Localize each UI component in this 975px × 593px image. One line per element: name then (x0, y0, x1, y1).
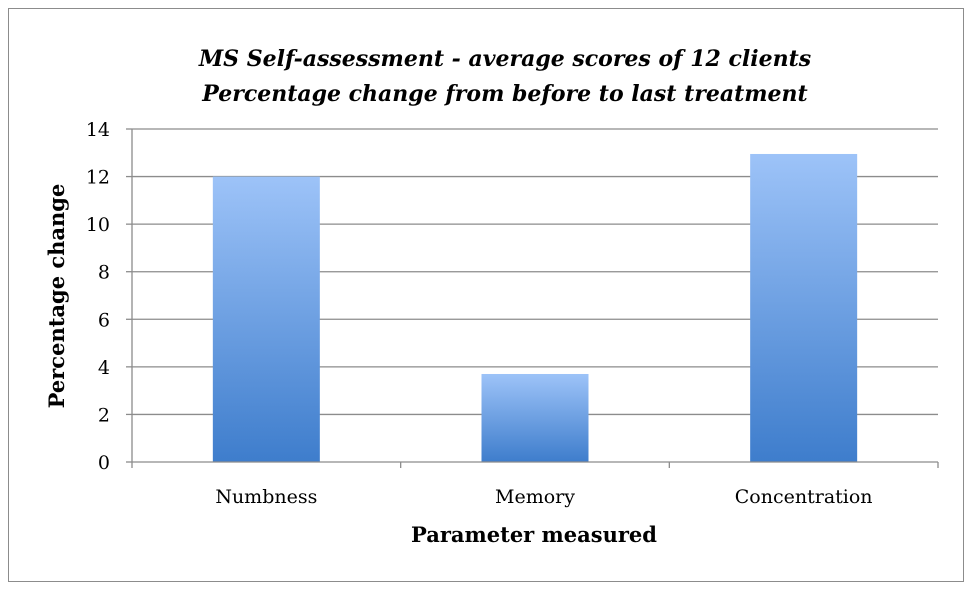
bars (212, 153, 858, 463)
y-tick-label: 8 (98, 262, 110, 284)
chart-title: MS Self-assessment - average scores of 1… (198, 46, 811, 72)
x-tick-label: Memory (495, 486, 575, 508)
y-axis-title: Percentage change (44, 184, 69, 409)
x-tick-labels: Numbness Memory Concentration (215, 486, 872, 508)
y-tick-label: 14 (86, 119, 110, 141)
y-tick-label: 4 (98, 357, 110, 379)
bar-numbness (212, 176, 320, 463)
x-tick-label: Numbness (215, 486, 317, 508)
y-tick-label: 0 (98, 452, 110, 474)
axes (131, 129, 939, 468)
y-tick-label: 6 (98, 309, 110, 331)
y-tick-label: 12 (86, 167, 110, 189)
x-axis-title: Parameter measured (411, 522, 657, 547)
y-tick-labels: 0 2 4 6 8 10 12 14 (86, 119, 110, 474)
x-tick-label: Concentration (735, 486, 873, 508)
y-tick-label: 10 (86, 214, 110, 236)
bar-memory (481, 373, 589, 462)
chart-subtitle: Percentage change from before to last tr… (201, 81, 807, 107)
y-tick-label: 2 (98, 404, 110, 426)
bar-concentration (750, 153, 858, 462)
